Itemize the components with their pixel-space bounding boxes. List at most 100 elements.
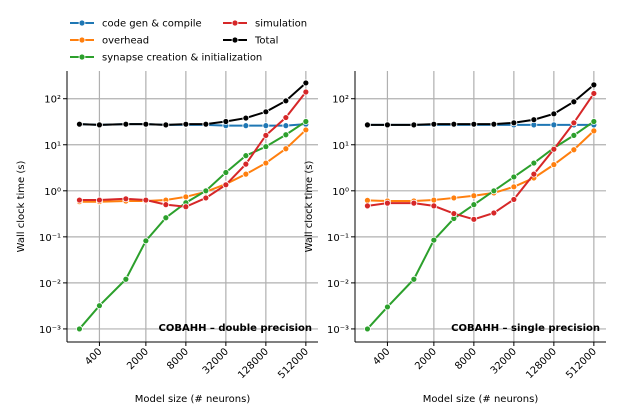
series-line (79, 82, 307, 126)
data-point (142, 196, 150, 204)
series-line (367, 92, 595, 221)
data-point (76, 325, 83, 333)
data-point (96, 196, 103, 204)
data-point (430, 202, 438, 210)
y-tick-label: 10⁻¹ (327, 233, 349, 244)
data-point (450, 120, 458, 128)
series-line (367, 84, 595, 126)
data-point (76, 196, 83, 204)
data-point (282, 131, 290, 139)
data-point (590, 127, 598, 135)
legend-label: Total (254, 36, 278, 47)
data-point (282, 145, 290, 153)
data-point (182, 120, 190, 128)
x-tick-label: 2000 (125, 346, 151, 372)
legend-label: code gen & compile (102, 19, 202, 30)
legend-marker (231, 36, 239, 44)
x-tick-label: 2000 (413, 346, 439, 372)
series-line (79, 129, 307, 203)
data-point (122, 195, 130, 203)
y-tick-label: 10² (44, 95, 61, 106)
data-point (122, 275, 130, 283)
data-point (470, 192, 478, 200)
data-point (550, 161, 558, 169)
y-tick-label: 10² (332, 95, 349, 106)
data-point (490, 120, 498, 128)
legend-marker (78, 53, 86, 61)
data-point (530, 159, 538, 167)
data-point (450, 210, 458, 217)
series-line (79, 91, 307, 208)
data-point (96, 302, 103, 310)
data-point (162, 121, 170, 129)
data-point (384, 303, 391, 311)
data-point (530, 116, 538, 124)
data-point (262, 131, 270, 139)
data-point (242, 114, 250, 122)
data-point (430, 196, 438, 204)
data-point (242, 152, 250, 160)
data-point (122, 120, 130, 128)
x-tick-label: 400 (371, 346, 392, 367)
data-point (262, 122, 270, 130)
x-tick-label: 400 (83, 346, 104, 367)
data-point (222, 181, 230, 189)
data-point (510, 119, 518, 127)
legend-label: synapse creation & initialization (102, 53, 262, 64)
data-point (470, 215, 478, 223)
y-tick-label: 10⁻³ (39, 325, 61, 336)
y-axis-label: Wall clock time (s) (16, 161, 27, 253)
data-point (550, 145, 558, 153)
data-point (202, 120, 210, 128)
data-point (510, 183, 518, 191)
data-point (282, 122, 290, 130)
data-point (282, 114, 290, 121)
y-tick-label: 10¹ (332, 141, 349, 152)
data-point (410, 275, 418, 283)
data-point (510, 196, 518, 203)
data-point (570, 119, 578, 127)
data-point (182, 193, 190, 201)
y-tick-label: 10⁻² (327, 279, 349, 290)
data-point (570, 98, 578, 106)
series-line (366, 120, 595, 330)
data-point (242, 122, 250, 130)
data-point (384, 199, 391, 207)
data-point (550, 110, 558, 118)
data-point (222, 169, 230, 176)
x-tick-label: 512000 (564, 346, 599, 381)
legend-label: simulation (255, 19, 307, 30)
y-tick-label: 10⁻² (39, 279, 61, 290)
y-tick-label: 10⁻³ (327, 325, 349, 336)
y-tick-label: 10¹ (44, 141, 61, 152)
data-point (410, 121, 418, 129)
data-point (490, 187, 498, 195)
data-point (490, 209, 498, 217)
data-point (282, 97, 290, 105)
data-point (590, 90, 598, 97)
data-point (262, 143, 270, 151)
panel: 10⁻³ 10⁻² 10⁻¹ 10⁰ 10¹ 10² 400 2000 8000 32000 128… (16, 71, 318, 405)
legend: code gen & compile overhead synapse creati… (70, 19, 307, 64)
data-point (364, 202, 371, 210)
data-point (570, 131, 578, 139)
data-point (262, 108, 270, 116)
data-point (530, 170, 538, 178)
y-axis-label: Wall clock time (s) (304, 161, 315, 253)
y-tick-label: 10⁰ (44, 187, 61, 198)
data-point (162, 201, 170, 209)
x-tick-label: 8000 (453, 346, 479, 372)
data-point (302, 126, 310, 134)
data-point (590, 81, 598, 89)
data-point (202, 187, 210, 195)
legend-marker (231, 19, 239, 27)
data-point (96, 121, 103, 129)
data-point (364, 121, 371, 129)
series-line (367, 130, 595, 203)
y-tick-label: 10⁻¹ (39, 233, 61, 244)
data-point (262, 159, 270, 167)
data-point (222, 118, 230, 125)
data-point (470, 201, 478, 209)
legend-label: overhead (102, 36, 149, 47)
